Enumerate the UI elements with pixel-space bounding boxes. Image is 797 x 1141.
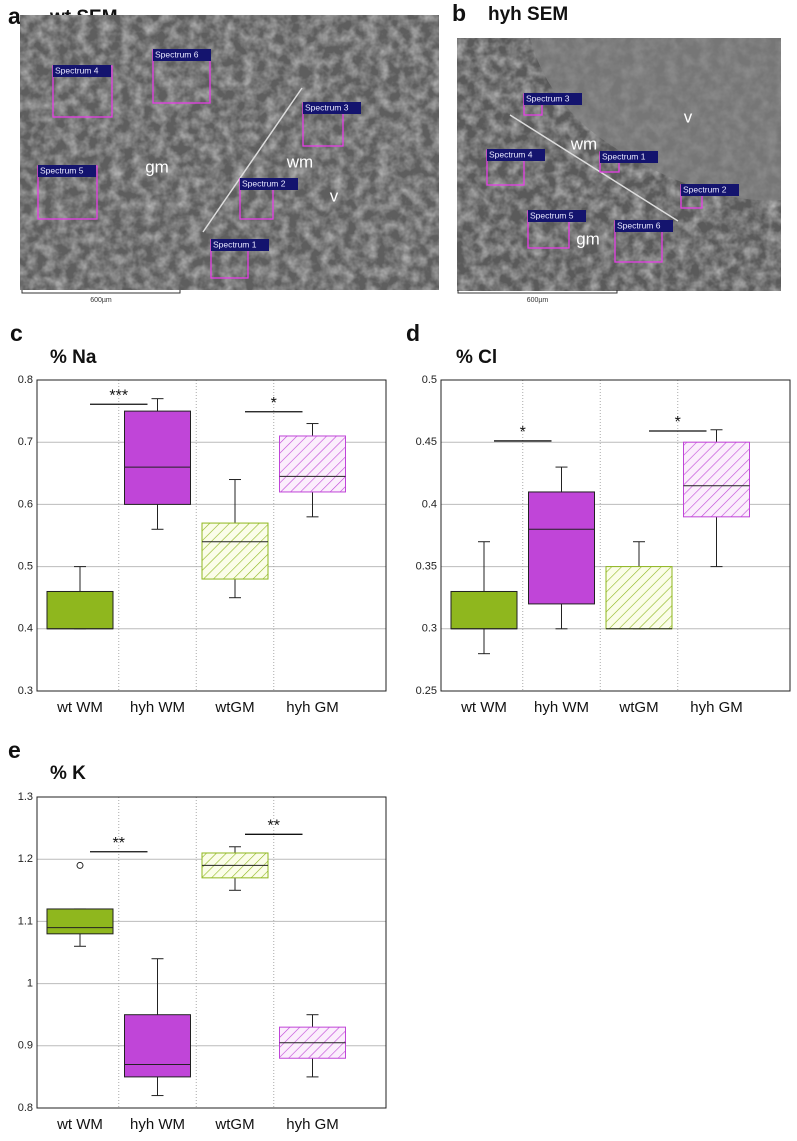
y-tick-label: 0.6: [18, 498, 33, 510]
x-tick-label: hyh WM: [534, 699, 589, 716]
x-tick-label: hyh GM: [286, 699, 339, 716]
x-tick-label: hyh WM: [130, 1116, 185, 1133]
panel-letter: a: [8, 3, 21, 29]
panel-letter: b: [452, 0, 466, 26]
plot-frame: [36, 379, 387, 692]
y-tick-label: 0.5: [422, 374, 437, 386]
region-label: wm: [286, 152, 313, 171]
significance-label: ***: [109, 387, 128, 404]
y-tick-label: 1: [27, 978, 33, 990]
region-label: gm: [145, 157, 169, 176]
region-label: v: [330, 186, 339, 205]
significance-label: **: [113, 835, 125, 852]
spectrum-tag: [681, 184, 739, 196]
spectrum-tag: [524, 93, 582, 105]
x-tick-label: hyh WM: [130, 699, 185, 716]
x-tick-label: wtGM: [214, 1116, 254, 1133]
x-tick-label: wt WM: [460, 699, 507, 716]
image-title: hyh SEM: [488, 4, 568, 25]
spectrum-tag: [528, 210, 586, 222]
significance-label: *: [271, 395, 277, 412]
spectrum-tag: [153, 49, 211, 61]
chart-title: % Na: [50, 347, 97, 368]
ventricle: [530, 38, 781, 201]
y-tick-label: 0.9: [18, 1040, 33, 1052]
y-tick-label: 1.2: [18, 853, 33, 865]
box: [124, 1014, 191, 1078]
y-tick-label: 0.8: [18, 1102, 33, 1114]
chart-title: % Cl: [456, 347, 497, 368]
boundary-line: [509, 114, 679, 222]
region-label: v: [684, 107, 693, 126]
region-label: gm: [576, 229, 600, 248]
panel-letter: e: [8, 737, 21, 763]
x-tick-label: wtGM: [214, 699, 254, 716]
box: [46, 590, 114, 630]
spectrum-tag: [303, 102, 361, 114]
scale-label: 600µm: [527, 297, 549, 304]
box: [528, 491, 595, 605]
scale-label: 600µm: [90, 297, 112, 304]
y-tick-label: 0.3: [422, 623, 437, 635]
y-tick-label: 0.7: [18, 436, 33, 448]
spectrum-label: Spectrum 4: [489, 149, 533, 159]
spectrum-label: Spectrum 2: [242, 178, 286, 188]
y-tick-label: 1.1: [18, 915, 33, 927]
panel-letter: d: [406, 320, 420, 346]
plot-frame: [36, 796, 387, 1109]
x-tick-label: wt WM: [56, 699, 103, 716]
spectrum-label: Spectrum 3: [526, 93, 570, 103]
chart-title: % K: [50, 763, 86, 784]
spectrum-label: Spectrum 4: [55, 65, 99, 75]
box: [605, 566, 673, 630]
scale-bar: [457, 290, 618, 294]
box: [201, 522, 269, 580]
x-tick-label: wt WM: [56, 1116, 103, 1133]
y-tick-label: 0.4: [422, 498, 437, 510]
y-tick-label: 0.35: [416, 561, 437, 573]
x-tick-label: hyh GM: [690, 699, 743, 716]
panel-letter: c: [10, 320, 23, 346]
x-tick-label: hyh GM: [286, 1116, 339, 1133]
box: [279, 435, 346, 493]
significance-label: *: [520, 424, 526, 441]
spectrum-tag: [240, 178, 298, 190]
spectrum-label: Spectrum 2: [683, 184, 727, 194]
spectrum-label: Spectrum 6: [617, 220, 661, 230]
spectrum-tag: [38, 165, 96, 177]
spectrum-tag: [600, 151, 658, 163]
region-label: wm: [570, 134, 597, 153]
y-tick-label: 0.25: [416, 685, 437, 697]
x-tick-label: wtGM: [618, 699, 658, 716]
spectrum-tag: [211, 239, 269, 251]
box: [683, 441, 750, 518]
boundary-line: [202, 87, 303, 233]
spectrum-label: Spectrum 5: [40, 165, 84, 175]
scale-bar: [21, 290, 181, 294]
spectrum-label: Spectrum 1: [602, 151, 646, 161]
spectrum-tag: [487, 149, 545, 161]
box: [124, 410, 191, 505]
significance-label: *: [675, 414, 681, 431]
y-tick-label: 1.3: [18, 791, 33, 803]
y-tick-label: 0.3: [18, 685, 33, 697]
plot-frame: [440, 379, 791, 692]
y-tick-label: 0.4: [18, 623, 33, 635]
box: [46, 908, 114, 935]
y-tick-label: 0.45: [416, 436, 437, 448]
spectrum-tag: [615, 220, 673, 232]
outlier: [76, 861, 84, 869]
significance-label: **: [268, 818, 280, 835]
spectrum-tag: [53, 65, 111, 77]
y-tick-label: 0.5: [18, 561, 33, 573]
box: [450, 590, 518, 630]
y-tick-label: 0.8: [18, 374, 33, 386]
spectrum-label: Spectrum 1: [213, 239, 257, 249]
spectrum-label: Spectrum 6: [155, 49, 199, 59]
spectrum-label: Spectrum 3: [305, 102, 349, 112]
spectrum-label: Spectrum 5: [530, 210, 574, 220]
